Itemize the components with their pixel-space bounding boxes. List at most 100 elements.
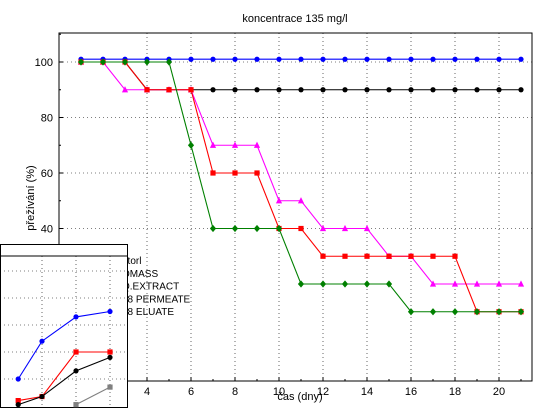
data-point — [298, 56, 304, 62]
plot-frame — [58, 32, 533, 382]
y-tick-label: 80 — [41, 113, 53, 125]
inset-data-point — [73, 314, 79, 320]
data-point — [320, 56, 326, 62]
inset-data-point — [15, 402, 21, 408]
data-point — [496, 56, 502, 62]
legend-entry: 18 ELUATE — [122, 307, 174, 318]
data-point — [518, 87, 524, 93]
data-point — [474, 87, 480, 93]
x-tick-label: 4 — [144, 386, 150, 398]
data-point — [77, 58, 85, 66]
legend-entry: ntorl — [122, 256, 141, 267]
data-point — [276, 56, 282, 62]
series-group — [77, 56, 525, 316]
data-point — [341, 224, 349, 232]
data-point — [518, 56, 524, 62]
inset-series-group — [15, 308, 113, 408]
y-axis-ticks: 40 60 80 100 — [35, 33, 63, 257]
data-point — [386, 56, 392, 62]
series-5 — [77, 58, 525, 316]
data-point — [364, 56, 370, 62]
data-point — [232, 56, 238, 62]
inset-data-point — [39, 338, 45, 344]
series-3 — [77, 58, 525, 287]
data-point — [210, 170, 216, 176]
data-point — [342, 253, 348, 259]
inset-data-point — [15, 398, 21, 404]
y-tick-label: 40 — [41, 224, 53, 236]
data-point — [231, 141, 239, 148]
data-point — [452, 87, 458, 93]
data-point — [319, 224, 327, 232]
data-point — [231, 224, 239, 233]
data-point — [429, 280, 437, 287]
data-point — [341, 280, 349, 288]
data-point — [517, 280, 525, 287]
inset-series-line — [18, 356, 111, 406]
data-point — [363, 224, 371, 232]
inset-series-1 — [15, 308, 113, 382]
data-point — [320, 87, 326, 93]
data-point — [210, 87, 216, 93]
data-point — [496, 87, 502, 93]
data-point — [430, 87, 436, 93]
inset-data-point — [107, 349, 113, 355]
data-point — [143, 58, 151, 66]
x-tick-label: 18 — [449, 386, 461, 398]
x-tick-label: 16 — [405, 386, 417, 398]
data-point — [364, 253, 370, 259]
data-point — [451, 308, 459, 316]
inset-data-point — [73, 402, 79, 408]
data-point — [121, 58, 129, 66]
inset-data-point — [73, 349, 79, 355]
data-point — [209, 224, 217, 233]
x-tick-label: 10 — [273, 386, 285, 398]
x-axis-ticks: 4 6 8 10 12 14 16 18 20 — [124, 377, 522, 398]
y-tick-label: 60 — [41, 168, 53, 180]
data-point — [474, 56, 480, 62]
data-point — [385, 280, 393, 288]
data-point — [210, 56, 216, 62]
data-point — [342, 56, 348, 62]
inset-data-point — [107, 384, 113, 390]
data-point — [253, 224, 261, 233]
data-point — [232, 170, 238, 176]
data-point — [188, 56, 194, 62]
x-tick-label: 8 — [232, 386, 238, 398]
data-point — [144, 87, 150, 93]
data-point — [386, 253, 392, 259]
x-axis-label: čas (dny) — [277, 391, 322, 403]
data-point — [495, 308, 503, 316]
legend-entry: 18 PERMEATE — [122, 294, 190, 305]
data-point — [166, 87, 172, 93]
inset-data-point — [73, 368, 79, 374]
inset-data-point — [39, 393, 45, 400]
data-point — [275, 224, 283, 233]
inset-data-point — [15, 376, 21, 382]
data-point — [319, 280, 327, 288]
data-point — [298, 87, 304, 93]
data-point — [297, 280, 305, 288]
data-point — [451, 280, 459, 287]
data-point — [408, 87, 414, 93]
data-point — [473, 280, 481, 287]
data-point — [386, 87, 392, 93]
y-tick-label: 100 — [35, 57, 53, 69]
inset-series-line — [18, 351, 110, 402]
data-point — [407, 308, 415, 316]
data-point — [452, 56, 458, 62]
data-point — [473, 308, 481, 316]
inset-data-point — [107, 308, 113, 315]
chart-title: koncentrace 135 mg/l — [242, 13, 347, 25]
inset-series-line — [75, 386, 111, 406]
data-point — [276, 87, 282, 93]
inset-series-3 — [15, 354, 113, 408]
data-point — [165, 58, 173, 66]
data-point — [254, 56, 260, 62]
legend-entry: Q.EXTRACT — [122, 282, 179, 293]
x-tick-label: 14 — [361, 386, 373, 398]
x-tick-label: 20 — [493, 386, 505, 398]
data-point — [320, 253, 326, 259]
data-point — [517, 308, 525, 316]
